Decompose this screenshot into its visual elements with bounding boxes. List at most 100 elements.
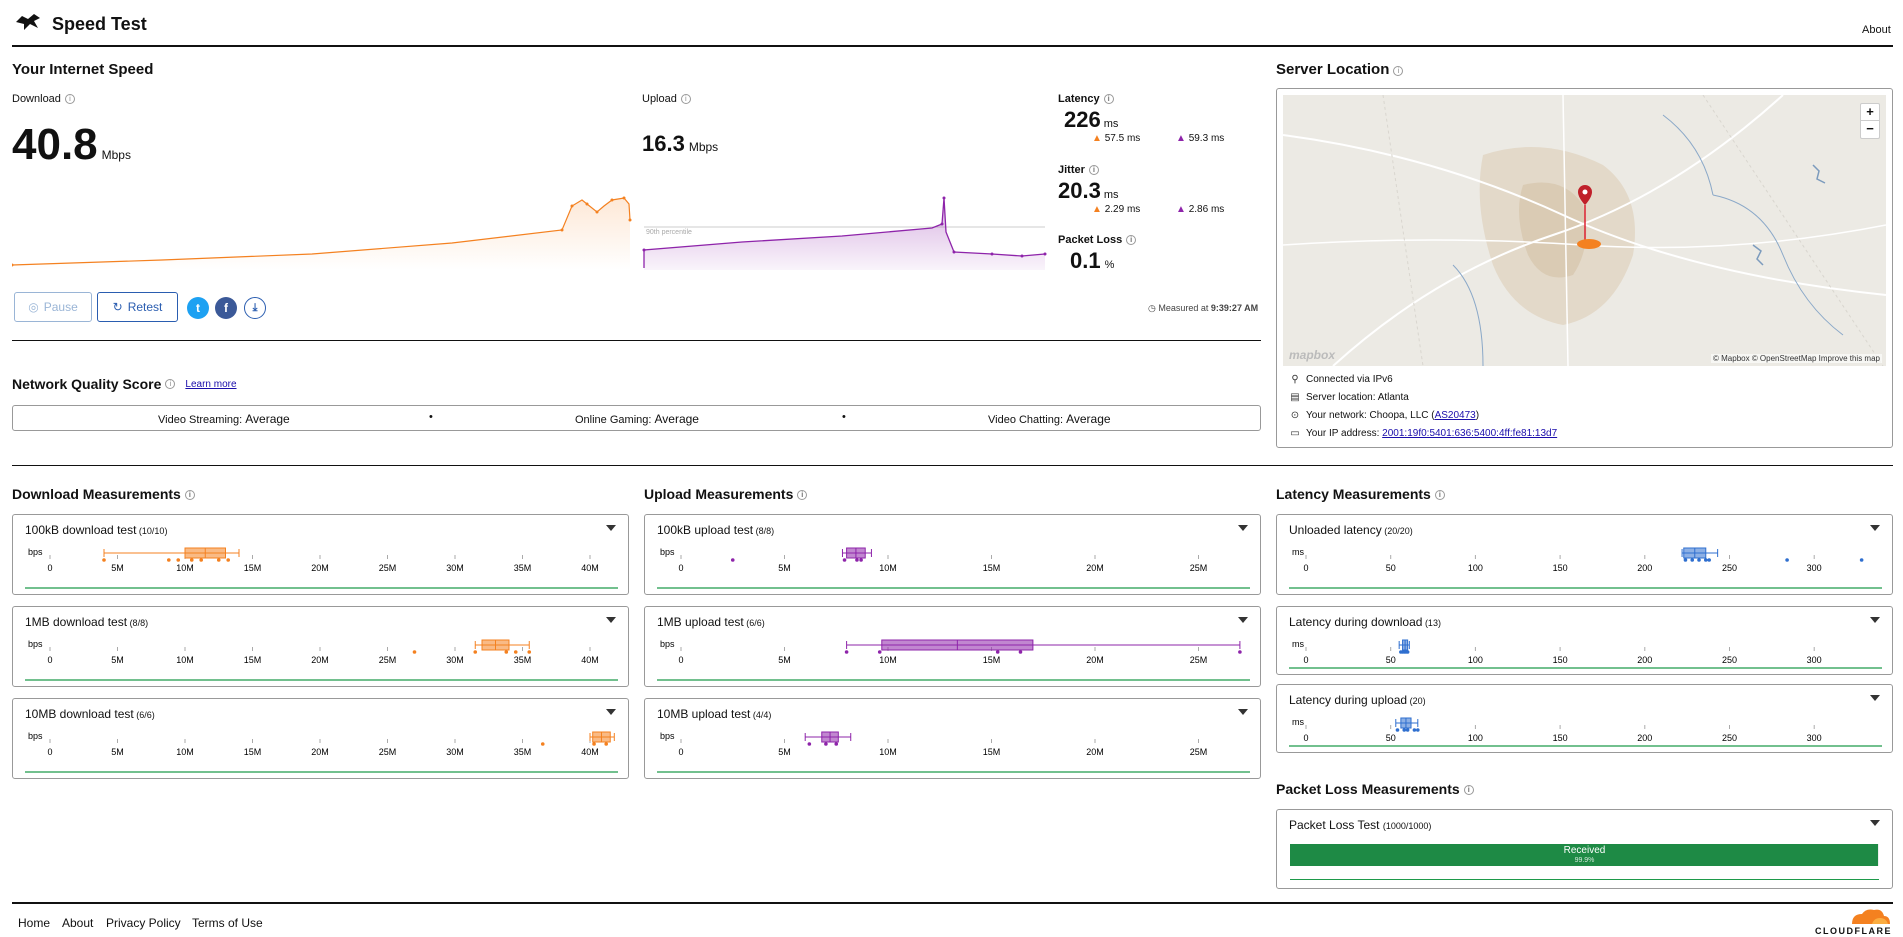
- data-point: [1697, 558, 1701, 562]
- axis-tick-label: 40M: [581, 655, 599, 665]
- test-name: 10MB download test: [25, 707, 134, 721]
- info-icon[interactable]: i: [1088, 165, 1099, 176]
- axis-tick-label: 0: [1303, 563, 1308, 573]
- download-test-card[interactable]: 10MB download test (6/6) bps 0 5M 10M 15M 20M 2…: [12, 698, 629, 779]
- packet-loss-card[interactable]: Packet Loss Test (1000/1000) Received 99…: [1276, 809, 1893, 889]
- data-point: [176, 558, 181, 562]
- info-icon[interactable]: i: [1434, 490, 1445, 501]
- section-divider: [12, 465, 1893, 466]
- download-arrow-icon: ▲: [1092, 204, 1102, 215]
- location-pin-icon: ⊙: [1290, 410, 1300, 421]
- info-icon[interactable]: i: [797, 490, 808, 501]
- info-icon[interactable]: i: [64, 94, 75, 105]
- retest-button[interactable]: ↻ Retest: [97, 292, 178, 322]
- chevron-down-icon[interactable]: [1870, 525, 1880, 531]
- chevron-down-icon[interactable]: [1238, 709, 1248, 715]
- axis-tick-label: 20M: [1086, 655, 1104, 665]
- axis-tick-label: 5M: [778, 655, 791, 665]
- learn-more-link[interactable]: Learn more: [185, 378, 237, 390]
- axis-tick-label: 25M: [379, 747, 397, 757]
- facebook-share-icon[interactable]: f: [215, 297, 237, 319]
- download-test-card[interactable]: 100kB download test (10/10) bps 0 5M 10M 15M 2…: [12, 514, 629, 595]
- footer-terms-link[interactable]: Terms of Use: [192, 916, 263, 930]
- axis-tick-label: 100: [1468, 563, 1483, 573]
- ip-card-icon: ▭: [1290, 428, 1300, 439]
- axis-unit: bps: [28, 731, 43, 741]
- chevron-down-icon[interactable]: [1870, 820, 1880, 826]
- axis-tick-label: 0: [678, 655, 683, 665]
- map-credits[interactable]: © Mapbox © OpenStreetMap Improve this ma…: [1711, 354, 1882, 363]
- axis-tick-label: 35M: [514, 563, 532, 573]
- map[interactable]: + − mapbox © Mapbox © OpenStreetMap Impr…: [1283, 95, 1886, 366]
- chevron-down-icon[interactable]: [606, 709, 616, 715]
- zoom-in-button[interactable]: +: [1860, 103, 1880, 121]
- data-point: [834, 742, 839, 746]
- info-icon[interactable]: i: [1463, 785, 1474, 796]
- box-plot: ms 0 50 100 150 200 250 300: [1289, 547, 1882, 589]
- data-point: [412, 650, 417, 654]
- axis-tick-label: 25M: [1190, 655, 1208, 665]
- data-point: [1785, 558, 1789, 562]
- axis-unit: ms: [1292, 547, 1304, 557]
- chevron-down-icon[interactable]: [1238, 617, 1248, 623]
- test-name: 100kB upload test: [657, 523, 754, 537]
- chevron-down-icon[interactable]: [606, 617, 616, 623]
- axis-tick-label: 15M: [244, 655, 262, 665]
- upload-test-card[interactable]: 1MB upload test (6/6) bps 0 5M 10M 15M 20M 25M: [644, 606, 1261, 687]
- packet-loss-measurements-title: Packet Loss Measurements i: [1276, 781, 1474, 797]
- info-icon[interactable]: i: [1393, 65, 1404, 76]
- axis-tick-label: 40M: [581, 747, 599, 757]
- axis-tick-label: 100: [1468, 655, 1483, 665]
- cloudflare-logo[interactable]: CLOUDFLARE: [1812, 906, 1892, 936]
- axis-tick-label: 5M: [111, 563, 124, 573]
- test-count: (6/6): [743, 618, 765, 628]
- axis-tick-label: 0: [1303, 733, 1308, 743]
- chevron-down-icon[interactable]: [1238, 525, 1248, 531]
- chevron-down-icon[interactable]: [1870, 695, 1880, 701]
- info-icon[interactable]: i: [165, 379, 176, 389]
- data-point: [473, 650, 478, 654]
- info-icon[interactable]: i: [184, 490, 195, 501]
- download-results-icon[interactable]: ⤓: [244, 297, 266, 319]
- pause-button[interactable]: ◎ Pause: [14, 292, 92, 322]
- latency-block: Latency i 226 ms ▲ 57.5 ms ▲ 59.3 ms: [1058, 93, 1225, 144]
- axis-tick-label: 10M: [176, 655, 194, 665]
- latency-test-card[interactable]: Latency during download (13) ms 0 50 100 150 2…: [1276, 606, 1893, 675]
- data-point: [1707, 558, 1711, 562]
- twitter-share-icon[interactable]: t: [187, 297, 209, 319]
- chevron-down-icon[interactable]: [606, 525, 616, 531]
- chevron-down-icon[interactable]: [1870, 617, 1880, 623]
- speed-divider: [12, 340, 1261, 341]
- nqs-box: Video Streaming: Average • Online Gaming…: [12, 405, 1261, 431]
- axis-tick-label: 50: [1386, 655, 1396, 665]
- received-label: Received: [1563, 845, 1606, 856]
- box-plot: bps 0 5M 10M 15M 20M 25M 30M 35M 40M: [25, 547, 618, 589]
- footer-privacy-link[interactable]: Privacy Policy: [106, 916, 181, 930]
- latency-test-card[interactable]: Latency during upload (20) ms 0 50 100 150 200…: [1276, 684, 1893, 753]
- axis-tick-label: 0: [47, 655, 52, 665]
- data-point: [730, 558, 735, 562]
- ip-link[interactable]: 2001:19f0:5401:636:5400:4ff:fe81:13d7: [1382, 428, 1558, 439]
- mapbox-logo[interactable]: mapbox: [1289, 348, 1336, 362]
- axis-tick-label: 0: [47, 747, 52, 757]
- footer-about-link[interactable]: About: [62, 916, 94, 930]
- info-icon[interactable]: i: [680, 94, 691, 105]
- zoom-out-button[interactable]: −: [1860, 121, 1880, 139]
- asn-link[interactable]: AS20473: [1434, 410, 1476, 421]
- data-point: [226, 558, 230, 562]
- about-link[interactable]: About: [1862, 24, 1891, 36]
- latency-test-card[interactable]: Unloaded latency (20/20) ms 0 50 100 150 200 25…: [1276, 514, 1893, 595]
- axis-tick-label: 0: [47, 563, 52, 573]
- info-icon[interactable]: i: [1126, 235, 1137, 246]
- measured-at: ◷ Measured at 9:39:27 AM: [1148, 303, 1259, 313]
- data-point: [102, 558, 106, 562]
- upload-test-card[interactable]: 100kB upload test (8/8) bps 0 5M 10M 15M 20M 25…: [644, 514, 1261, 595]
- download-test-card[interactable]: 1MB download test (8/8) bps 0 5M 10M 15M 20M 25…: [12, 606, 629, 687]
- nqs-title: Network Quality Score i Learn more: [12, 376, 237, 392]
- axis-tick-label: 300: [1807, 563, 1822, 573]
- upload-test-card[interactable]: 10MB upload test (4/4) bps 0 5M 10M 15M 20M 25M: [644, 698, 1261, 779]
- test-count: (4/4): [750, 710, 772, 720]
- info-icon[interactable]: i: [1103, 94, 1114, 105]
- footer-home-link[interactable]: Home: [18, 916, 51, 930]
- upload-measurements-title: Upload Measurements i: [644, 486, 808, 502]
